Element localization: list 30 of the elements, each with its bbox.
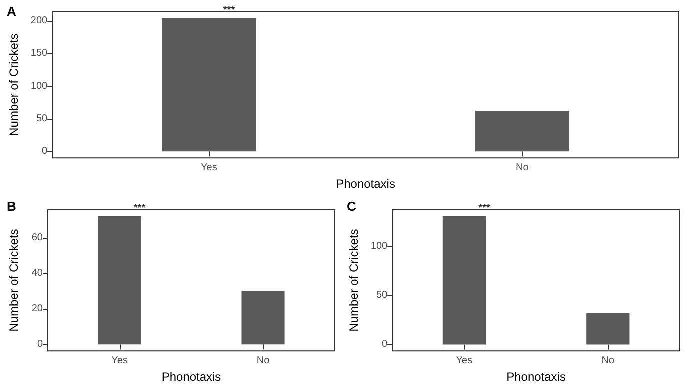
y-tick-label: 100 [30,80,48,92]
y-axis-title: Number of Crickets [347,229,361,332]
x-tick-label: Yes [201,162,218,174]
y-axis-title: Number of Crickets [7,34,21,136]
y-tick-label: 0 [37,339,44,350]
y-tick-label: 0 [382,339,388,350]
x-tick-label: Yes [456,356,473,367]
x-tick-label: No [602,356,615,367]
y-axis-title: Number of Crickets [7,229,21,332]
x-axis-title: Phonotaxis [162,370,222,384]
y-tick-label: 20 [32,304,44,315]
x-tick-label: No [256,356,270,367]
annotation: *** [478,202,490,214]
y-tick-label: 150 [30,48,48,60]
annotation: *** [134,202,146,214]
chart-title: A [7,4,17,19]
y-tick-label: 200 [30,16,48,27]
x-tick-label: No [516,162,530,174]
y-tick-label: 100 [370,241,388,252]
chart-title: B [7,199,16,214]
chart-title: C [347,199,357,214]
y-tick-label: 50 [36,113,48,124]
x-tick-label: Yes [112,356,128,367]
y-tick-label: 60 [32,232,44,244]
y-tick-label: 50 [376,290,388,302]
y-tick-label: 40 [32,268,44,279]
annotation: *** [223,5,236,16]
x-axis-title: Phonotaxis [506,370,566,384]
x-axis-title: Phonotaxis [336,177,396,191]
y-tick-label: 0 [42,146,48,158]
